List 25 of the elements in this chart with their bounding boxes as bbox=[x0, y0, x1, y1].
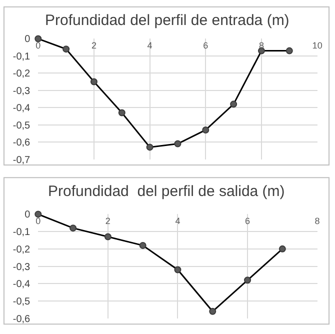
y-tick-label: -0,4 bbox=[12, 279, 31, 290]
y-tick-label: -0,6 bbox=[12, 314, 31, 325]
x-tick-label: 4 bbox=[175, 216, 180, 226]
x-tick-label: 6 bbox=[203, 40, 208, 51]
x-tick-label: 6 bbox=[245, 216, 250, 226]
x-tick-label: 0 bbox=[36, 40, 41, 51]
y-tick-label: -0,1 bbox=[12, 227, 31, 238]
y-tick-label: -0,7 bbox=[12, 154, 31, 166]
y-tick-label: -0,1 bbox=[12, 51, 31, 62]
x-tick-label: 2 bbox=[91, 40, 96, 51]
y-tick-label: -0,3 bbox=[12, 86, 31, 97]
y-tick-label: -0,4 bbox=[12, 103, 31, 114]
y-tick-label: -0,6 bbox=[12, 138, 31, 149]
y-tick-label: -0,5 bbox=[12, 120, 31, 132]
chart-title: Profundidad del perfil de salida (m) bbox=[48, 183, 285, 200]
x-tick-label: 2 bbox=[105, 216, 110, 226]
chart-title: Profundidad del perfil de entrada (m) bbox=[45, 12, 290, 29]
x-tick-label: 10 bbox=[312, 40, 322, 51]
y-tick-label: -0,2 bbox=[12, 244, 31, 256]
y-tick-label: -0,3 bbox=[12, 262, 31, 273]
y-tick-label: -0,5 bbox=[12, 296, 31, 308]
x-tick-label: 4 bbox=[147, 40, 152, 51]
x-tick-label: 8 bbox=[314, 216, 320, 226]
x-tick-label: 0 bbox=[36, 216, 41, 226]
y-tick-label: -0,2 bbox=[12, 68, 31, 80]
